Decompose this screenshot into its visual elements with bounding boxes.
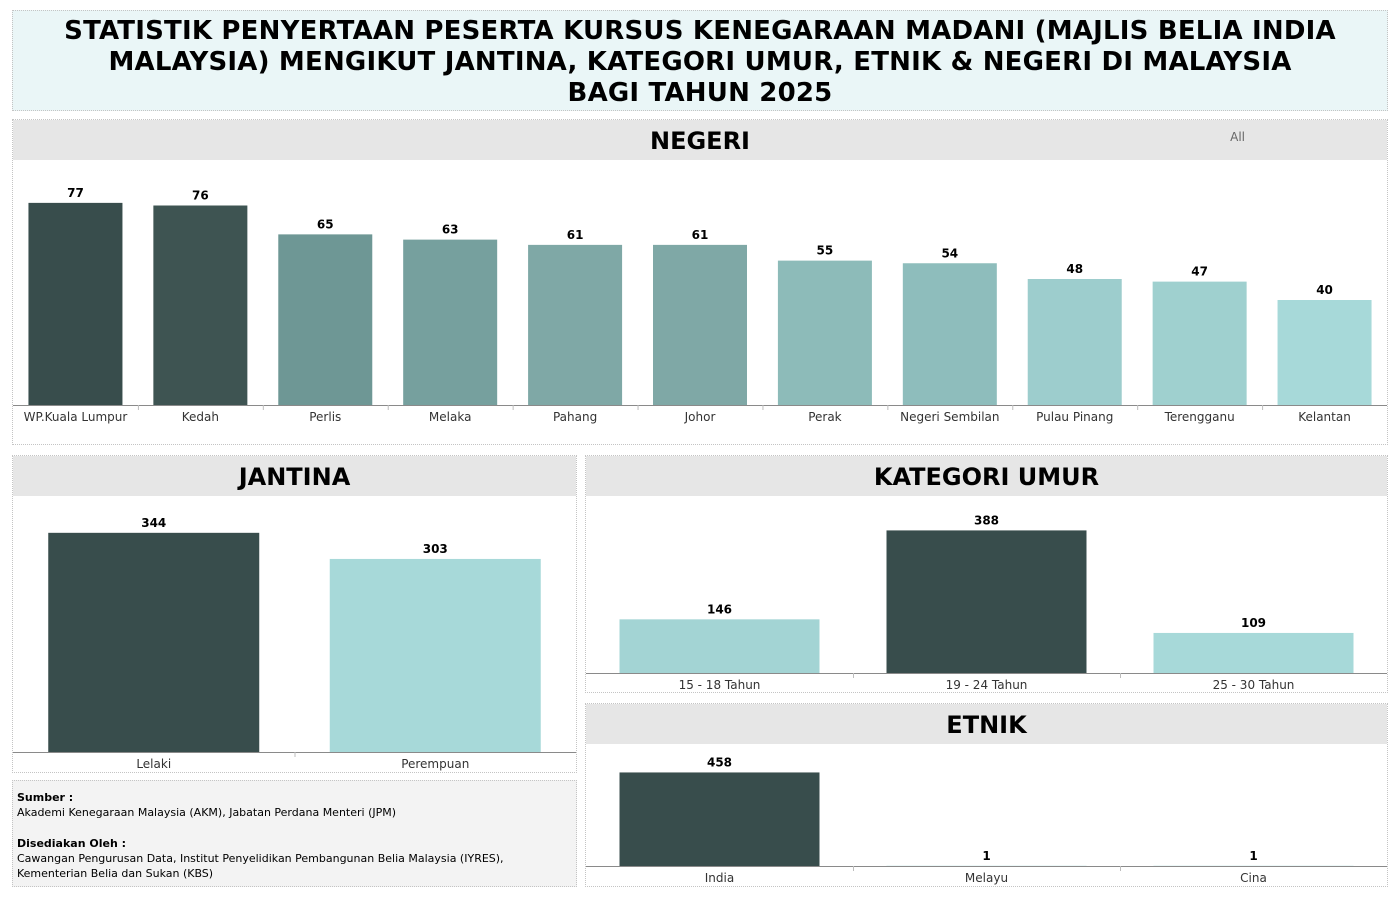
negeri-data-label: 63: [442, 223, 459, 237]
etnik-chart-panel: ETNIK 458 India 1 Melayu 1 Cina: [585, 703, 1388, 887]
umur-bar[interactable]: [619, 619, 820, 673]
etnik-bar-chart: 458 India 1 Melayu 1 Cina: [586, 755, 1387, 885]
negeri-data-label: 61: [567, 228, 584, 242]
umur-bar[interactable]: [886, 530, 1087, 673]
etnik-data-label: 1: [982, 849, 990, 863]
umur-chart-panel: KATEGORI UMUR 146 15 - 18 Tahun 388 19 - 24…: [585, 455, 1388, 693]
negeri-bar[interactable]: [902, 263, 997, 405]
negeri-data-label: 76: [192, 189, 209, 203]
negeri-bar[interactable]: [653, 244, 747, 405]
umur-category-label: 15 - 18 Tahun: [679, 678, 761, 692]
umur-category-label: 19 - 24 Tahun: [946, 678, 1028, 692]
umur-data-label: 109: [1241, 616, 1266, 630]
dashboard-title-line-1: STATISTIK PENYERTAAN PESERTA KURSUS KENE…: [64, 16, 1336, 46]
negeri-bar[interactable]: [1027, 279, 1122, 405]
umur-data-label: 388: [974, 513, 999, 527]
dashboard-title-line-2: MALAYSIA) MENGIKUT JANTINA, KATEGORI UMU…: [108, 47, 1292, 77]
negeri-bar[interactable]: [403, 239, 498, 405]
negeri-category-label: Kelantan: [1298, 410, 1351, 424]
etnik-category-label: Melayu: [965, 871, 1008, 885]
jantina-bar[interactable]: [48, 532, 260, 752]
negeri-data-label: 61: [692, 228, 709, 242]
negeri-category-label: Melaka: [429, 410, 472, 424]
jantina-data-label: 303: [423, 542, 448, 556]
negeri-bar[interactable]: [28, 202, 123, 405]
negeri-category-label: Pahang: [553, 410, 597, 424]
negeri-category-label: Johor: [684, 410, 716, 424]
sumber-heading: Sumber :: [17, 791, 74, 804]
jantina-chart-panel: JANTINA 344 Lelaki 303 Perempuan: [12, 455, 577, 773]
jantina-chart-header: JANTINA: [13, 456, 576, 496]
umur-bar[interactable]: [1153, 632, 1354, 673]
umur-data-label: 146: [707, 602, 732, 616]
negeri-data-label: 77: [67, 186, 84, 200]
negeri-bar[interactable]: [1152, 281, 1247, 405]
negeri-bar[interactable]: [1277, 300, 1372, 405]
negeri-chart-header: NEGERI: [13, 120, 1387, 160]
negeri-data-label: 54: [941, 246, 958, 260]
negeri-bar[interactable]: [528, 244, 623, 405]
etnik-bar[interactable]: [619, 772, 820, 866]
etnik-category-label: India: [705, 871, 734, 885]
negeri-chart-panel: NEGERI All 77 WP.Kuala Lumpur 76 Kedah 65 Per…: [12, 119, 1388, 445]
negeri-category-label: WP.Kuala Lumpur: [24, 410, 128, 424]
negeri-data-label: 48: [1066, 262, 1083, 276]
dashboard-title-panel: STATISTIK PENYERTAAN PESERTA KURSUS KENE…: [12, 10, 1388, 111]
negeri-data-label: 65: [317, 217, 334, 231]
jantina-bar[interactable]: [329, 558, 541, 752]
negeri-category-label: Pulau Pinang: [1036, 410, 1113, 424]
negeri-filter-all[interactable]: All: [1230, 130, 1245, 144]
jantina-category-label: Lelaki: [136, 757, 171, 771]
etnik-data-label: 1: [1249, 849, 1257, 863]
sumber-text: Akademi Kenegaraan Malaysia (AKM), Jabat…: [17, 806, 397, 819]
negeri-category-label: Kedah: [182, 410, 219, 424]
etnik-category-label: Cina: [1240, 871, 1267, 885]
negeri-category-label: Terengganu: [1164, 410, 1235, 424]
negeri-data-label: 55: [817, 244, 834, 258]
negeri-category-label: Negeri Sembilan: [900, 410, 999, 424]
disediakan-text: Cawangan Pengurusan Data, Institut Penye…: [17, 852, 504, 880]
negeri-data-label: 40: [1316, 283, 1333, 297]
umur-category-label: 25 - 30 Tahun: [1213, 678, 1295, 692]
negeri-category-label: Perak: [808, 410, 841, 424]
etnik-chart-header: ETNIK: [586, 704, 1387, 744]
negeri-bar[interactable]: [278, 234, 373, 405]
negeri-bar[interactable]: [777, 260, 872, 405]
jantina-bar-chart: 344 Lelaki 303 Perempuan: [13, 516, 576, 771]
jantina-category-label: Perempuan: [401, 757, 469, 771]
negeri-bar-chart: 77 WP.Kuala Lumpur 76 Kedah 65 Perlis 63 Melaka…: [13, 186, 1387, 424]
negeri-data-label: 47: [1191, 265, 1208, 279]
negeri-bar[interactable]: [153, 205, 248, 406]
negeri-category-label: Perlis: [309, 410, 341, 424]
umur-chart-header: KATEGORI UMUR: [586, 456, 1387, 496]
dashboard-title-line-3: BAGI TAHUN 2025: [567, 78, 833, 108]
etnik-data-label: 458: [707, 755, 732, 769]
disediakan-heading: Disediakan Oleh :: [17, 837, 127, 850]
jantina-data-label: 344: [141, 516, 166, 530]
source-info-panel: Sumber : Akademi Kenegaraan Malaysia (AK…: [12, 780, 577, 887]
umur-bar-chart: 146 15 - 18 Tahun 388 19 - 24 Tahun 109 25 - …: [586, 513, 1387, 692]
